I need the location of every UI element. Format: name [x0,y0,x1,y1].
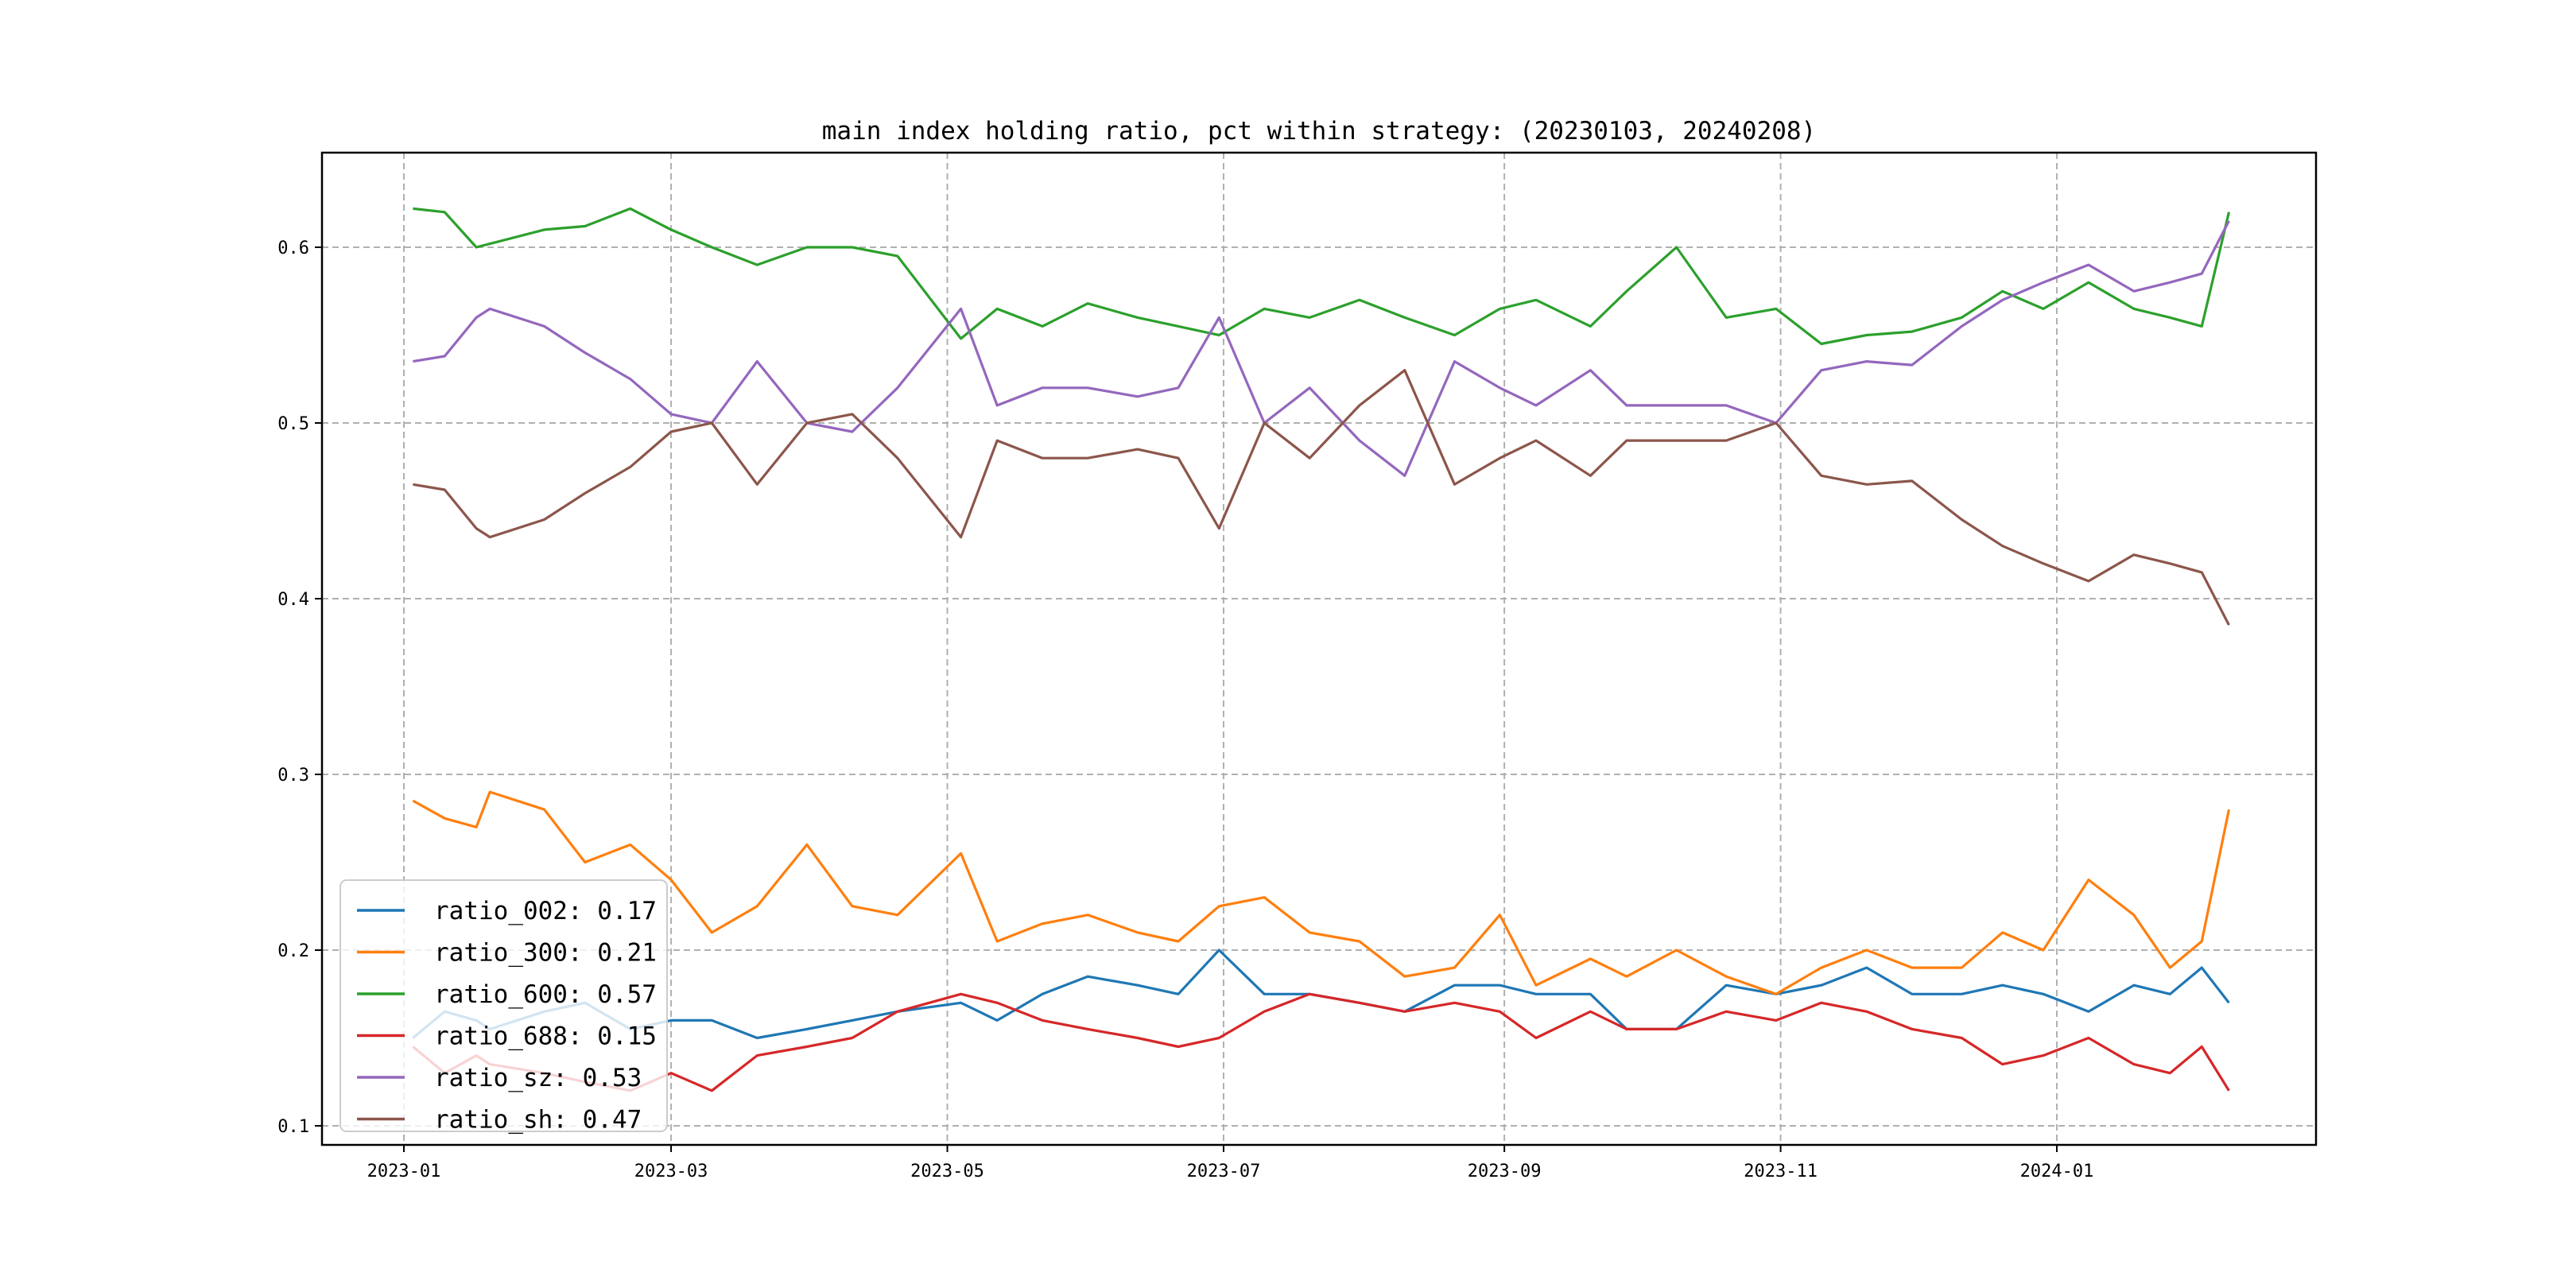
x-tick-label: 2023-03 [634,1162,708,1181]
legend-label-ratio_600: ratio_600: 0.57 [434,980,657,1009]
y-tick-label: 0.6 [277,239,309,258]
y-axis-ticks: 0.1 0.2 0.3 0.4 0.5 0.6 [277,239,322,1137]
x-tick-label: 2023-05 [910,1162,984,1181]
y-tick-label: 0.2 [277,941,309,961]
legend: ratio_002: 0.17 ratio_300: 0.21 ratio_600:… [339,879,668,1135]
x-tick-label: 2024-01 [2020,1162,2094,1181]
series-line-ratio_688 [412,992,2230,1092]
x-tick-label: 2023-07 [1187,1162,1261,1181]
series-line-ratio_600 [413,207,2231,346]
x-tick-label: 2023-11 [1744,1162,1818,1181]
plot-frame [320,151,2318,1146]
legend-label-ratio_002: ratio_002: 0.17 [434,897,657,925]
series-line-ratio_sz [413,220,2230,477]
legend-label-ratio_sz: ratio_sz: 0.53 [434,1064,642,1092]
x-axis-ticks: 2023-01 2023-03 2023-05 2023-07 2023-09 2023-… [367,1145,2094,1181]
series-lines [412,207,2231,1092]
chart-title: main index holding ratio, pct within str… [822,117,1816,145]
series-line-ratio_300 [412,790,2231,995]
y-tick-label: 0.1 [277,1117,309,1137]
y-tick-label: 0.5 [277,414,309,434]
y-tick-label: 0.4 [277,590,309,610]
legend-label-ratio_688: ratio_688: 0.15 [434,1022,657,1051]
legend-label-ratio_300: ratio_300: 0.21 [434,939,657,968]
x-tick-label: 2023-01 [367,1162,441,1181]
series-line-ratio_sh [413,369,2230,626]
x-tick-label: 2023-09 [1468,1162,1542,1181]
legend-label-ratio_sh: ratio_sh: 0.47 [434,1106,642,1135]
y-tick-label: 0.3 [277,766,309,786]
legend-box [339,879,668,1132]
